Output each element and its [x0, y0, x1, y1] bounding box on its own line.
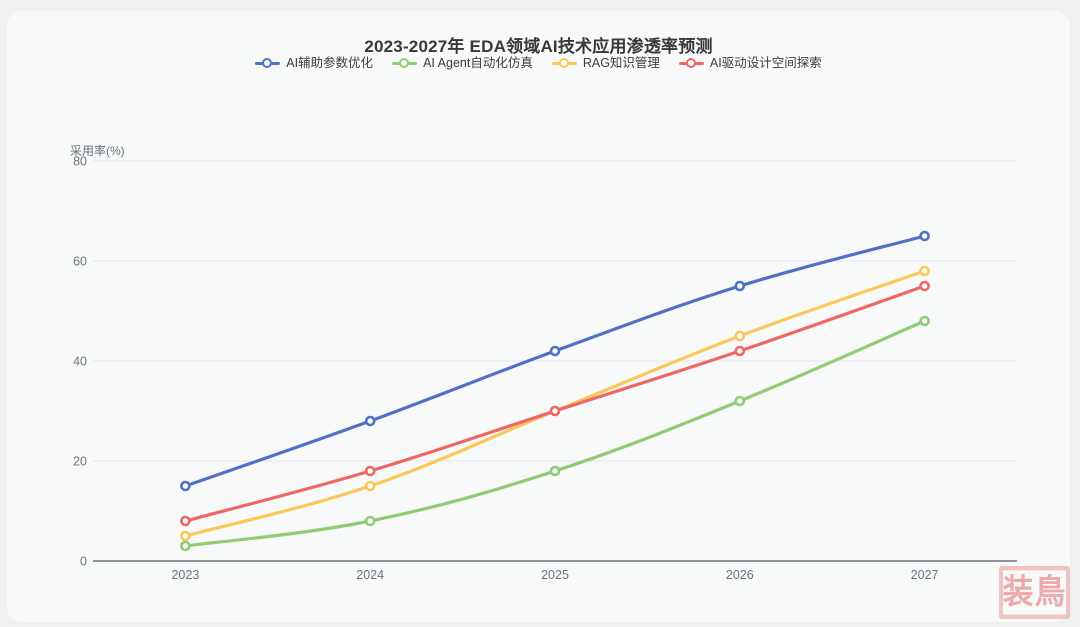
legend-label: AI驱动设计空间探索 — [709, 56, 822, 70]
legend-label: AI辅助参数优化 — [286, 56, 374, 70]
x-tick-label: 2026 — [726, 568, 754, 582]
data-point[interactable] — [919, 280, 930, 292]
x-tick-label: 2023 — [171, 568, 199, 582]
data-point[interactable] — [734, 330, 746, 342]
legend-line-icon — [551, 58, 577, 68]
legend-label: RAG知识管理 — [582, 56, 660, 70]
y-tick-label: 80 — [73, 155, 87, 169]
data-point[interactable] — [919, 315, 930, 327]
data-point[interactable] — [364, 415, 376, 427]
data-point[interactable] — [180, 530, 191, 542]
legend-label: AI Agent自动化仿真 — [423, 56, 533, 70]
data-point[interactable] — [180, 515, 191, 527]
x-tick-label: 2025 — [541, 568, 569, 582]
data-point[interactable] — [549, 345, 561, 357]
data-point[interactable] — [364, 465, 376, 477]
data-point[interactable] — [734, 395, 746, 407]
y-axis-name: 采用率(%) — [70, 144, 125, 158]
legend-item-4[interactable]: AI驱动设计空间探索 — [678, 56, 822, 70]
y-tick-label: 60 — [73, 255, 87, 269]
data-point[interactable] — [734, 345, 746, 357]
legend-item-1[interactable]: AI辅助参数优化 — [255, 56, 373, 70]
data-point[interactable] — [180, 540, 191, 552]
data-point[interactable] — [180, 480, 191, 492]
legend-line-icon — [255, 58, 281, 68]
data-point[interactable] — [919, 230, 930, 242]
y-tick-label: 20 — [73, 455, 87, 469]
x-tick-label: 2024 — [356, 568, 384, 582]
legend-item-2[interactable]: AI Agent自动化仿真 — [392, 56, 533, 70]
y-tick-label: 40 — [73, 355, 87, 369]
data-point[interactable] — [549, 465, 561, 477]
seal-watermark: 装鳥 — [999, 566, 1070, 619]
data-point[interactable] — [919, 265, 930, 277]
data-point[interactable] — [364, 480, 376, 492]
y-tick-label: 0 — [80, 555, 87, 569]
data-point[interactable] — [734, 280, 746, 292]
legend-line-icon — [392, 58, 418, 68]
chart-title: 2023-2027年 EDA领域AI技术应用渗透率预测 — [364, 37, 713, 56]
series-line-4 — [183, 284, 927, 523]
legend-line-icon — [678, 58, 704, 68]
x-tick-label: 2027 — [911, 568, 939, 582]
chart-legend: AI辅助参数优化 AI Agent自动化仿真 RAG知识管理 AI驱动设计空间探索 — [7, 54, 1070, 72]
series-line-3 — [183, 269, 927, 538]
legend-item-3[interactable]: RAG知识管理 — [551, 56, 660, 70]
data-point[interactable] — [364, 515, 376, 527]
data-point[interactable] — [549, 405, 561, 417]
